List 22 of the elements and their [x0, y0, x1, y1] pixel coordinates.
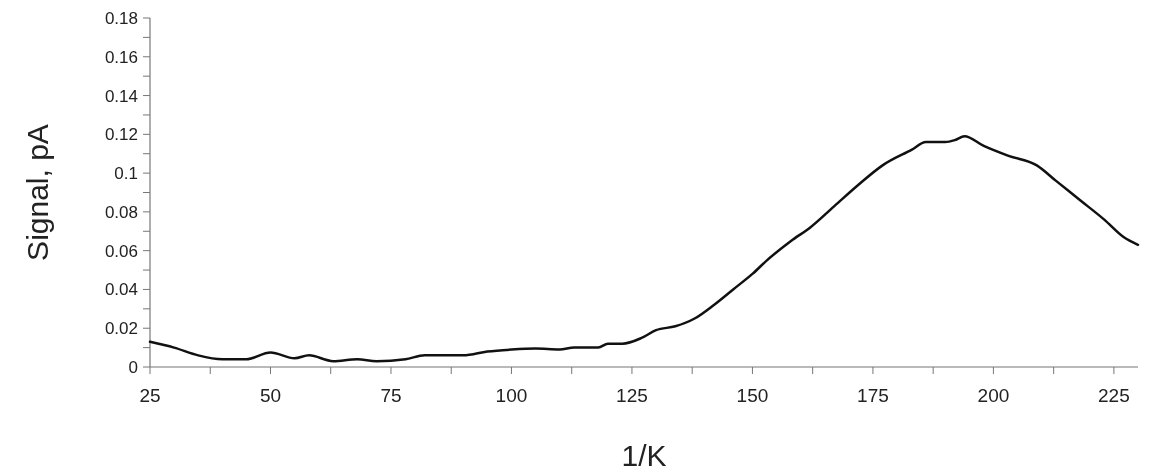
- line-series: [148, 135, 1140, 363]
- x-tick-label: 150: [736, 385, 769, 406]
- y-tick-label: 0.06: [104, 241, 138, 261]
- y-tick-label: 0.1: [114, 164, 138, 184]
- x-tick-label: 100: [495, 385, 528, 406]
- x-tick-label: 175: [857, 385, 889, 406]
- y-tick-label: 0.14: [104, 86, 138, 106]
- y-tick-label: 0.04: [104, 280, 138, 300]
- x-tick-label: 200: [977, 385, 1010, 406]
- x-tick-label: 75: [380, 385, 402, 406]
- y-tick-label: 0.02: [104, 319, 138, 339]
- y-tick-label: 0.08: [104, 202, 138, 222]
- y-tick-label: 0.18: [104, 8, 138, 28]
- x-tick-label: 50: [259, 385, 282, 406]
- x-axis-title: 1/K: [621, 439, 667, 472]
- y-tick-label: 0.16: [104, 47, 138, 67]
- y-tick-label: 0.12: [104, 125, 138, 145]
- x-tick-label: 125: [616, 385, 648, 406]
- x-tick-label: 225: [1098, 385, 1130, 406]
- x-tick-label: 25: [139, 385, 161, 406]
- y-axis-title: Signal, pA: [21, 124, 54, 261]
- y-tick-label: 0: [128, 357, 138, 377]
